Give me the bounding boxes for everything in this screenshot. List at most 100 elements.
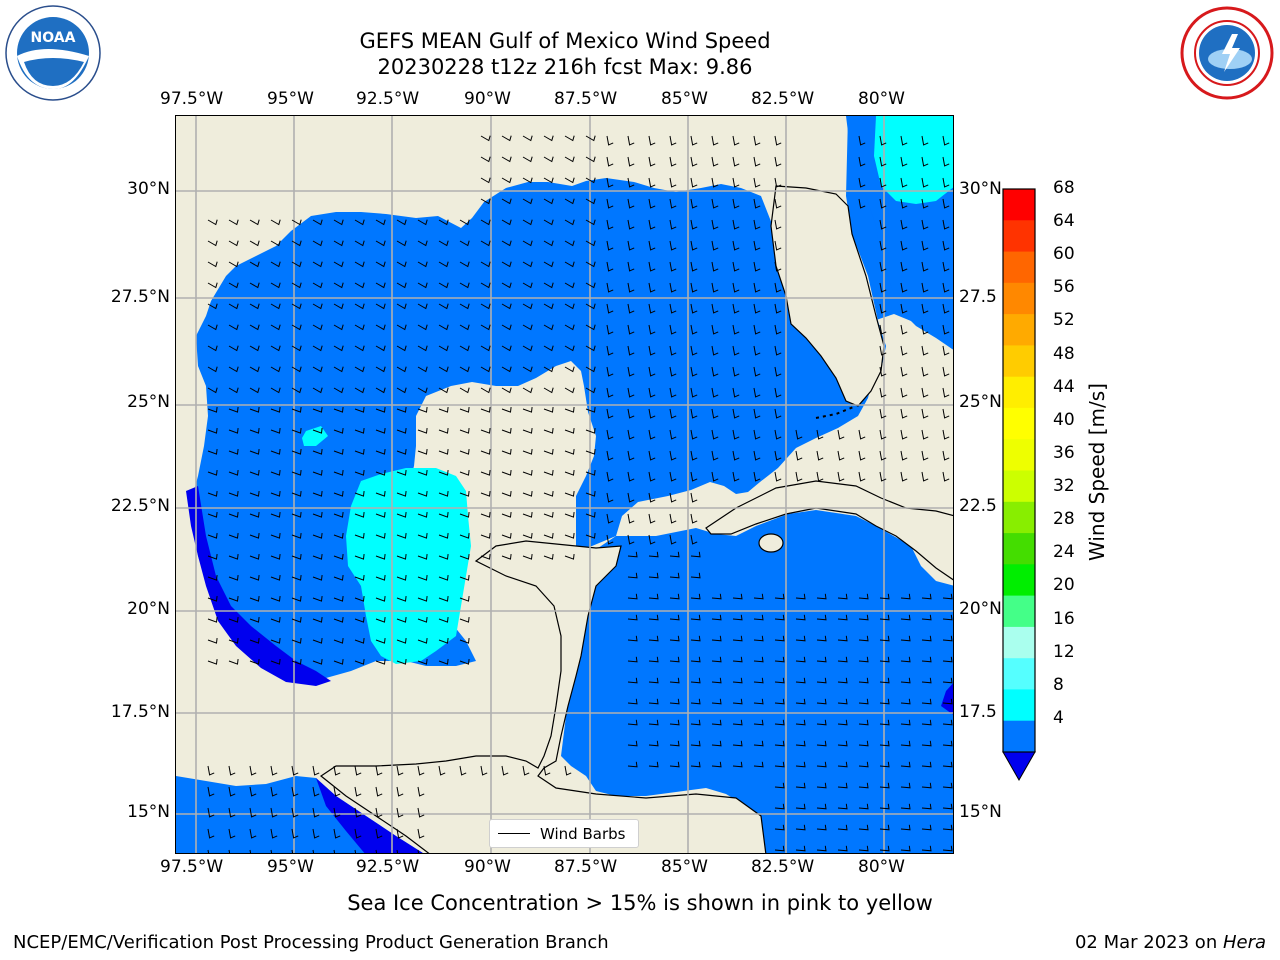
wind-barb bbox=[249, 240, 260, 247]
wind-barb bbox=[858, 635, 869, 642]
wind-barb bbox=[564, 324, 575, 331]
wind-barb bbox=[207, 240, 218, 247]
wind-barb bbox=[816, 803, 827, 810]
wind-barb bbox=[858, 845, 869, 852]
wind-barb bbox=[522, 491, 533, 497]
wind-barb bbox=[921, 656, 932, 663]
wind-barb bbox=[732, 177, 740, 188]
wind-barb bbox=[690, 593, 701, 600]
wind-barb bbox=[480, 407, 491, 413]
footer-timestamp: 02 Mar 2023 on Hera bbox=[1075, 932, 1266, 953]
wind-barb bbox=[438, 554, 449, 560]
wind-barb bbox=[543, 261, 554, 268]
wind-barb bbox=[396, 849, 399, 853]
lon-tick-bottom: 87.5°W bbox=[554, 857, 618, 877]
wind-barb bbox=[711, 366, 719, 377]
wind-barb bbox=[228, 807, 236, 818]
colorbar-segment bbox=[1003, 220, 1035, 253]
colorbar-segment bbox=[1003, 439, 1035, 471]
wind-barb bbox=[396, 387, 407, 394]
wind-barb bbox=[522, 198, 533, 205]
wind-barb bbox=[543, 324, 554, 331]
wind-barb bbox=[312, 387, 323, 394]
wind-barb bbox=[669, 492, 677, 503]
wind-barb bbox=[564, 533, 575, 539]
wind-barb bbox=[879, 324, 887, 335]
wind-barb bbox=[333, 282, 344, 289]
wind-barb bbox=[921, 719, 932, 726]
wind-barb bbox=[228, 449, 239, 455]
wind-barb bbox=[648, 177, 656, 188]
wind-barb bbox=[606, 345, 614, 356]
wind-barb bbox=[480, 765, 488, 776]
wind-barb bbox=[690, 219, 698, 230]
wind-barb bbox=[942, 198, 950, 209]
wind-barb bbox=[732, 282, 740, 293]
wind-barb bbox=[711, 261, 719, 272]
wind-barb bbox=[879, 387, 887, 398]
wind-barb bbox=[732, 261, 740, 272]
wind-barb bbox=[606, 219, 614, 230]
wind-barb bbox=[774, 845, 785, 852]
wind-barb bbox=[270, 470, 281, 476]
wind-barb bbox=[753, 677, 764, 684]
wind-barb bbox=[501, 135, 512, 142]
wind-barb bbox=[564, 428, 575, 434]
wind-barb bbox=[522, 470, 533, 476]
wind-barb bbox=[312, 449, 323, 455]
wind-barb bbox=[921, 156, 929, 167]
wind-barb bbox=[795, 450, 803, 461]
wind-barb bbox=[354, 533, 365, 539]
wind-barb bbox=[900, 219, 908, 230]
wind-barb bbox=[711, 324, 719, 335]
wind-barb bbox=[270, 596, 281, 602]
wind-barb bbox=[312, 828, 320, 839]
wind-barb bbox=[270, 828, 278, 839]
wind-barb bbox=[417, 303, 428, 310]
wind-barb bbox=[690, 198, 698, 209]
wind-barb bbox=[900, 198, 908, 209]
wind-barb bbox=[501, 491, 512, 497]
wind-barb bbox=[942, 219, 950, 230]
wind-barb bbox=[690, 635, 701, 642]
wind-barb bbox=[207, 491, 218, 497]
wind-barb bbox=[417, 387, 428, 394]
wind-barb bbox=[354, 638, 365, 644]
wind-barb bbox=[417, 345, 428, 352]
wind-barb bbox=[606, 408, 614, 419]
wind-barb bbox=[354, 554, 365, 560]
wind-barb bbox=[585, 177, 596, 184]
wind-barb bbox=[375, 765, 383, 776]
wind-barb bbox=[228, 366, 239, 373]
wind-barb bbox=[648, 387, 656, 398]
colorbar-segment bbox=[1003, 251, 1035, 284]
wind-barb bbox=[690, 719, 701, 726]
wind-barb bbox=[837, 614, 848, 621]
wind-barb bbox=[480, 491, 491, 497]
wind-barb bbox=[501, 765, 509, 776]
wind-barb bbox=[480, 428, 491, 434]
colorbar-tick-label: 32 bbox=[1053, 476, 1075, 497]
wind-barb bbox=[690, 551, 701, 558]
wind-barb bbox=[228, 575, 239, 581]
wind-barb bbox=[522, 533, 533, 539]
wind-barb bbox=[375, 219, 386, 226]
wind-barb bbox=[333, 261, 344, 268]
wind-barb bbox=[900, 366, 908, 377]
wind-barb bbox=[228, 828, 236, 839]
wind-barb bbox=[564, 177, 575, 184]
wind-barb bbox=[270, 240, 281, 247]
wind-barb bbox=[921, 450, 929, 461]
wind-barb bbox=[942, 282, 950, 293]
wind-barb bbox=[627, 593, 638, 600]
wind-barb bbox=[417, 765, 425, 776]
wind-barb bbox=[459, 219, 470, 226]
wind-barb bbox=[900, 303, 908, 314]
wind-barb bbox=[564, 135, 575, 142]
wind-barb bbox=[753, 156, 761, 167]
wind-barb bbox=[354, 470, 365, 476]
wind-barb bbox=[417, 407, 428, 413]
wind-barb bbox=[816, 450, 824, 461]
wind-barb bbox=[501, 428, 512, 434]
map-panel bbox=[175, 115, 954, 854]
